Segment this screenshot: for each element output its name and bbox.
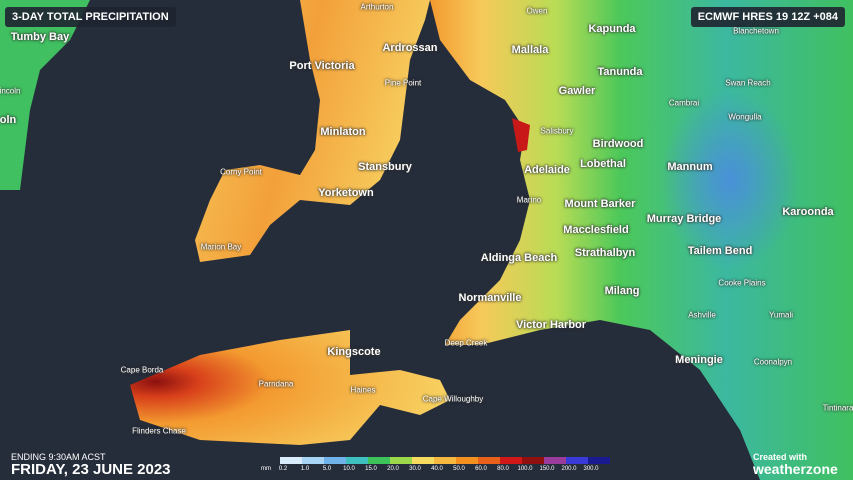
legend-label: 1.0 [300, 466, 310, 472]
place-label: Stansbury [358, 161, 412, 173]
place-label: incoln [0, 86, 21, 96]
valid-date: FRIDAY, 23 JUNE 2023 [11, 461, 171, 478]
legend-swatch [544, 457, 566, 464]
legend-label: 30.0 [409, 466, 421, 472]
legend-label: 15.0 [365, 466, 377, 472]
legend-swatch [390, 457, 412, 464]
yorke-peninsula [195, 0, 430, 262]
legend-label: 40.0 [431, 466, 443, 472]
place-label: Meningie [675, 354, 723, 366]
legend-swatch [346, 457, 368, 464]
legend-label: 300.0 [583, 466, 599, 472]
place-label: Parndana [258, 379, 294, 389]
place-label: Milang [604, 285, 640, 297]
legend-swatch [500, 457, 522, 464]
legend-swatch [412, 457, 434, 464]
place-label: Yumali [768, 310, 794, 320]
legend-swatch [368, 457, 390, 464]
place-label: Corny Point [220, 167, 262, 177]
place-label: Macclesfield [563, 224, 629, 236]
place-label: Tintinara [822, 403, 853, 413]
place-label: Cape Borda [120, 365, 164, 375]
place-label: Blanchetown [733, 26, 779, 36]
place-label: Deep Creek [444, 338, 488, 348]
map-title: 3-DAY TOTAL PRECIPITATION [5, 7, 176, 27]
legend-swatch [434, 457, 456, 464]
legend-unit: mm [261, 466, 271, 472]
place-label: Yorketown [318, 187, 374, 199]
place-label: Minlaton [320, 126, 366, 138]
brand-logo: weatherzone [753, 461, 838, 477]
legend-label: 20.0 [387, 466, 399, 472]
place-label: Strathalbyn [574, 247, 636, 259]
brand-caption: Created with [753, 452, 808, 462]
place-label: Kingscote [327, 346, 381, 358]
place-label: Pine Point [384, 78, 422, 88]
legend-swatch [456, 457, 478, 464]
legend-label: 0.2 [278, 466, 288, 472]
place-label: Tailem Bend [687, 245, 753, 257]
place-label: Mannum [667, 161, 713, 173]
legend-swatch [478, 457, 500, 464]
legend-swatch [302, 457, 324, 464]
eyre-peninsula [0, 0, 90, 190]
place-label: Normanville [458, 292, 522, 304]
legend-label: 10.0 [343, 466, 355, 472]
legend-label: 150.0 [539, 466, 555, 472]
place-label: Mount Barker [564, 198, 636, 210]
valid-time: ENDING 9:30AM ACST [11, 452, 106, 462]
place-label: Swan Reach [725, 78, 771, 88]
place-label: Tanunda [597, 66, 643, 78]
place-label: Mallala [511, 44, 549, 56]
place-label: Flinders Chase [132, 426, 186, 436]
place-label: Aldinga Beach [480, 252, 558, 264]
place-label: Cape Willoughby [422, 394, 484, 404]
place-label: Salisbury [540, 126, 574, 136]
place-label: Victor Harbor [515, 319, 587, 331]
place-label: Cambrai [668, 98, 700, 108]
legend-swatch [280, 457, 302, 464]
legend-swatch [324, 457, 346, 464]
kangaroo-island [130, 330, 450, 445]
place-label: Haines [350, 385, 376, 395]
place-label: Owen [526, 6, 548, 16]
place-label: Birdwood [592, 138, 644, 150]
legend-label: 100.0 [517, 466, 533, 472]
legend-label: 200.0 [561, 466, 577, 472]
place-label: Marion Bay [200, 242, 242, 252]
place-label: Murray Bridge [646, 213, 722, 225]
place-label: Cooke Plains [718, 278, 766, 288]
place-label: Arthurton [360, 2, 394, 12]
place-label: Marino [516, 195, 542, 205]
legend-label: 80.0 [497, 466, 509, 472]
place-label: Wongulla [728, 112, 762, 122]
place-label: Coonalpyn [753, 357, 793, 367]
legend-label: 5.0 [322, 466, 332, 472]
model-run: ECMWF HRES 19 12Z +084 [690, 7, 845, 27]
place-label: Ardrossan [382, 42, 438, 54]
rain-shade [660, 90, 800, 270]
place-label: Port Victoria [289, 60, 355, 72]
legend-swatch [522, 457, 544, 464]
legend-swatch [566, 457, 588, 464]
place-label: Kapunda [588, 23, 636, 35]
place-label: Adelaide [524, 164, 570, 176]
place-label: Lobethal [580, 158, 626, 170]
legend-swatch [588, 457, 610, 464]
place-label: Karoonda [782, 206, 834, 218]
place-label: Ashville [688, 310, 716, 320]
place-label: oln [0, 114, 17, 126]
legend-label: 50.0 [453, 466, 465, 472]
place-label: Tumby Bay [10, 31, 70, 43]
legend-label: 60.0 [475, 466, 487, 472]
place-label: Gawler [558, 85, 596, 97]
coast-heavy-rain [512, 118, 530, 152]
